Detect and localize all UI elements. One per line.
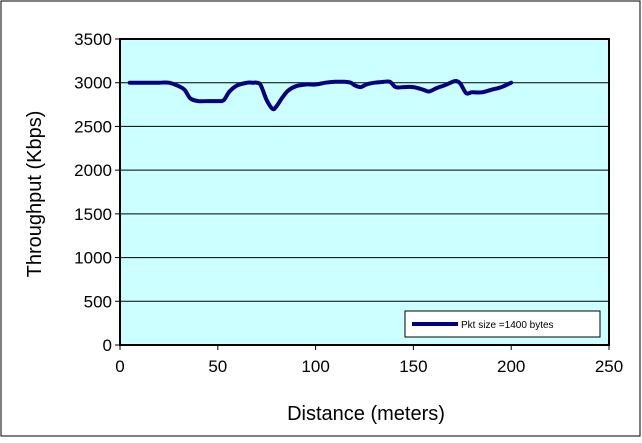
series-line <box>127 78 514 112</box>
y-tick-label: 0 <box>103 336 112 355</box>
series-layer <box>127 78 514 112</box>
x-tick-label: 50 <box>208 357 227 376</box>
y-tick-label: 1500 <box>74 205 112 224</box>
legend-label: Pkt size =1400 bytes <box>461 320 554 331</box>
y-tick-label: 2500 <box>74 117 112 136</box>
legend: Pkt size =1400 bytes <box>404 310 601 338</box>
x-tick-label: 150 <box>399 357 427 376</box>
plot-area-border <box>119 38 610 346</box>
x-axis-title: Distance (meters) <box>287 403 445 425</box>
y-tick-label: 2000 <box>74 161 112 180</box>
y-tick-label: 1000 <box>74 249 112 268</box>
gridlines <box>120 82 609 302</box>
y-tick-label: 3000 <box>74 74 112 93</box>
y-tick-label: 500 <box>84 292 112 311</box>
x-tick-label: 250 <box>595 357 623 376</box>
tick-labels: 0 500 1000 1500 2000 2500 3000 3500 0 50 100 150 200… <box>74 30 623 376</box>
x-tick-label: 200 <box>497 357 525 376</box>
x-tick-label: 0 <box>115 357 124 376</box>
y-tick-label: 3500 <box>74 30 112 49</box>
y-axis-title: Throughput (Kbps) <box>24 111 46 278</box>
plot-area-background <box>120 39 609 345</box>
x-tick-label: 100 <box>301 357 329 376</box>
